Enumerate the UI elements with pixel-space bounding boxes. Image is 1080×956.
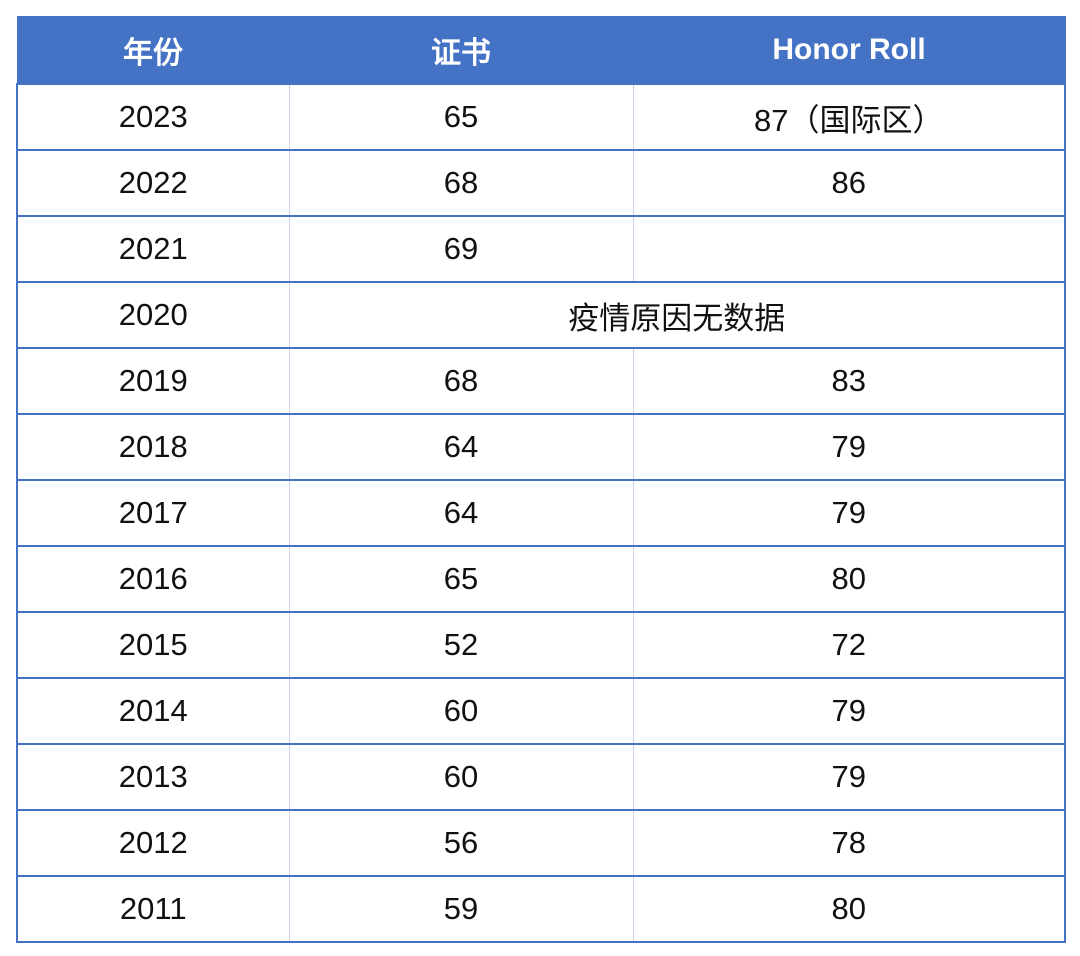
table-row: 2014 60 79: [16, 677, 1066, 745]
cell-year: 2016: [16, 545, 290, 613]
cell-year: 2015: [16, 611, 290, 679]
data-table: 年份 证书 Honor Roll 2023 65 87（国际区） 2022 68…: [16, 16, 1066, 943]
table-row: 2022 68 86: [16, 149, 1066, 217]
cell-certificate: 56: [288, 809, 634, 877]
cell-year: 2023: [16, 83, 290, 151]
cell-certificate: 52: [288, 611, 634, 679]
cell-honor-roll: 79: [632, 413, 1066, 481]
cell-year: 2014: [16, 677, 290, 745]
cell-year: 2019: [16, 347, 290, 415]
table-row: 2023 65 87（国际区）: [16, 83, 1066, 151]
table-row: 2019 68 83: [16, 347, 1066, 415]
cell-year: 2020: [16, 281, 290, 349]
table-row: 2015 52 72: [16, 611, 1066, 679]
cell-certificate: 68: [288, 347, 634, 415]
cell-year: 2013: [16, 743, 290, 811]
table-row: 2013 60 79: [16, 743, 1066, 811]
cell-certificate: 65: [288, 83, 634, 151]
cell-certificate: 69: [288, 215, 634, 283]
cell-honor-roll: 79: [632, 677, 1066, 745]
cell-honor-roll: 80: [632, 875, 1066, 943]
table-row: 2021 69: [16, 215, 1066, 283]
cell-certificate: 65: [288, 545, 634, 613]
header-row: 年份 证书 Honor Roll: [16, 16, 1066, 85]
cell-honor-roll: 79: [632, 479, 1066, 547]
cell-merged-note: 疫情原因无数据: [288, 281, 1066, 349]
cell-honor-roll: 86: [632, 149, 1066, 217]
column-header-year: 年份: [16, 16, 290, 85]
table-header: 年份 证书 Honor Roll: [16, 16, 1066, 85]
cell-honor-roll: 87（国际区）: [632, 83, 1066, 151]
data-table-container: 年份 证书 Honor Roll 2023 65 87（国际区） 2022 68…: [16, 16, 1066, 943]
cell-certificate: 68: [288, 149, 634, 217]
cell-honor-roll: 80: [632, 545, 1066, 613]
table-row: 2017 64 79: [16, 479, 1066, 547]
table-row: 2012 56 78: [16, 809, 1066, 877]
cell-year: 2012: [16, 809, 290, 877]
cell-honor-roll: 78: [632, 809, 1066, 877]
table-row: 2018 64 79: [16, 413, 1066, 481]
cell-honor-roll: 79: [632, 743, 1066, 811]
cell-honor-roll: 83: [632, 347, 1066, 415]
cell-certificate: 60: [288, 743, 634, 811]
cell-honor-roll: 72: [632, 611, 1066, 679]
cell-year: 2022: [16, 149, 290, 217]
cell-year: 2018: [16, 413, 290, 481]
table-row: 2020 疫情原因无数据: [16, 281, 1066, 349]
column-header-honor-roll: Honor Roll: [632, 16, 1066, 85]
table-row: 2011 59 80: [16, 875, 1066, 943]
cell-year: 2017: [16, 479, 290, 547]
table-row: 2016 65 80: [16, 545, 1066, 613]
cell-certificate: 60: [288, 677, 634, 745]
column-header-certificate: 证书: [288, 16, 634, 85]
cell-year: 2021: [16, 215, 290, 283]
cell-certificate: 64: [288, 413, 634, 481]
cell-certificate: 64: [288, 479, 634, 547]
cell-certificate: 59: [288, 875, 634, 943]
cell-year: 2011: [16, 875, 290, 943]
cell-honor-roll: [632, 215, 1066, 283]
table-body: 2023 65 87（国际区） 2022 68 86 2021 69 2020 …: [16, 83, 1066, 943]
